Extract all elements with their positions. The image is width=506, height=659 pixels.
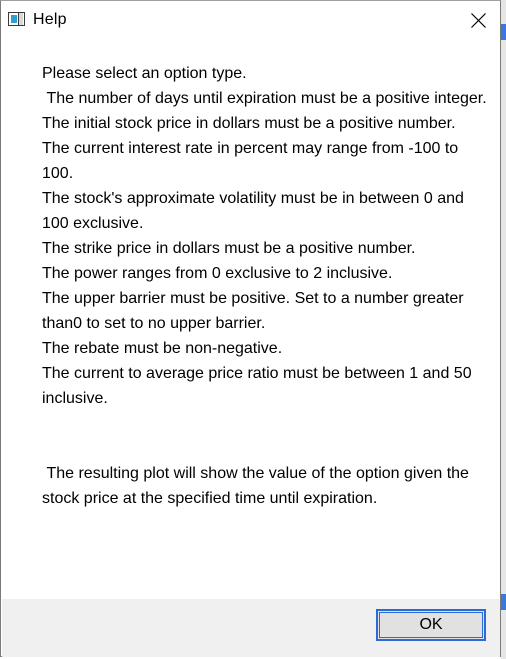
message-line: The upper barrier must be positive. Set … [42,290,468,332]
message-line: The number of days until expiration must… [42,90,487,107]
spacer [42,411,492,461]
background-window-edge [501,0,506,659]
message-footer-text: The resulting plot will show the value o… [42,465,474,507]
close-button[interactable] [456,1,500,41]
button-bar: OK [2,599,500,657]
help-message: Please select an option type. The number… [42,61,492,511]
focus-ring [379,612,483,638]
close-icon [471,13,486,28]
message-line: The current to average price ratio must … [42,365,477,407]
background-accent [501,594,506,610]
message-line: The stock's approximate volatility must … [42,190,469,232]
message-line: The initial stock price in dollars must … [42,115,456,132]
app-icon-bar [18,13,23,25]
message-line: The power ranges from 0 exclusive to 2 i… [42,265,393,282]
message-line: The strike price in dollars must be a po… [42,240,416,257]
ok-button[interactable]: OK [376,609,486,641]
ok-button-label: OK [419,616,443,633]
message-line: The current interest rate in percent may… [42,140,463,182]
message-line: The rebate must be non-negative. [42,340,283,357]
message-line: Please select an option type. [42,65,247,82]
title-bar[interactable]: Help [1,1,500,41]
app-icon-fill [11,15,17,23]
app-window-icon [8,12,25,26]
dialog-title: Help [33,11,67,28]
background-accent [501,24,506,40]
